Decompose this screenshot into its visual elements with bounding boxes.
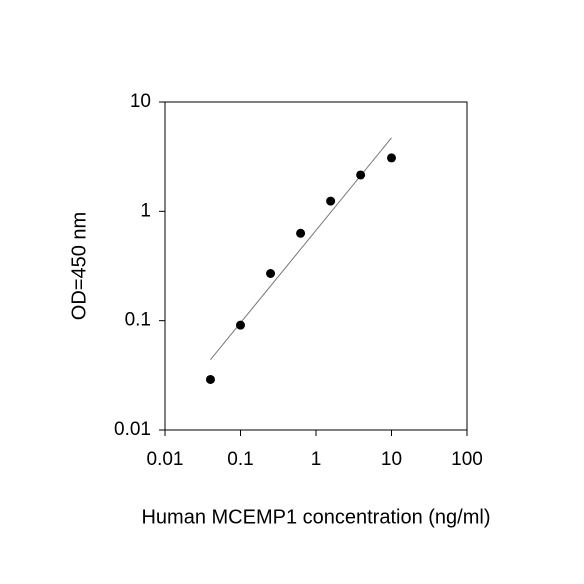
y-tick-label: 0.1	[125, 310, 151, 331]
x-tick-label: 0.1	[227, 449, 253, 470]
data-point	[266, 269, 276, 279]
data-point	[387, 153, 396, 163]
x-tick-label: 1	[311, 449, 322, 470]
y-tick-label: 0.01	[114, 419, 151, 440]
data-point	[296, 228, 306, 238]
data-point	[326, 196, 336, 206]
x-tick-label: 10	[381, 449, 402, 470]
data-point	[236, 320, 245, 330]
data-point	[205, 374, 215, 384]
y-axis-title: OD=450 nm	[68, 212, 90, 320]
x-tick-label: 100	[451, 449, 483, 470]
data-point	[356, 170, 366, 180]
x-axis-title: Human MCEMP1 concentration (ng/ml)	[141, 506, 490, 528]
y-tick-label: 1	[140, 200, 151, 221]
y-tick-label: 10	[130, 91, 151, 112]
x-tick-label: 0.01	[147, 449, 184, 470]
